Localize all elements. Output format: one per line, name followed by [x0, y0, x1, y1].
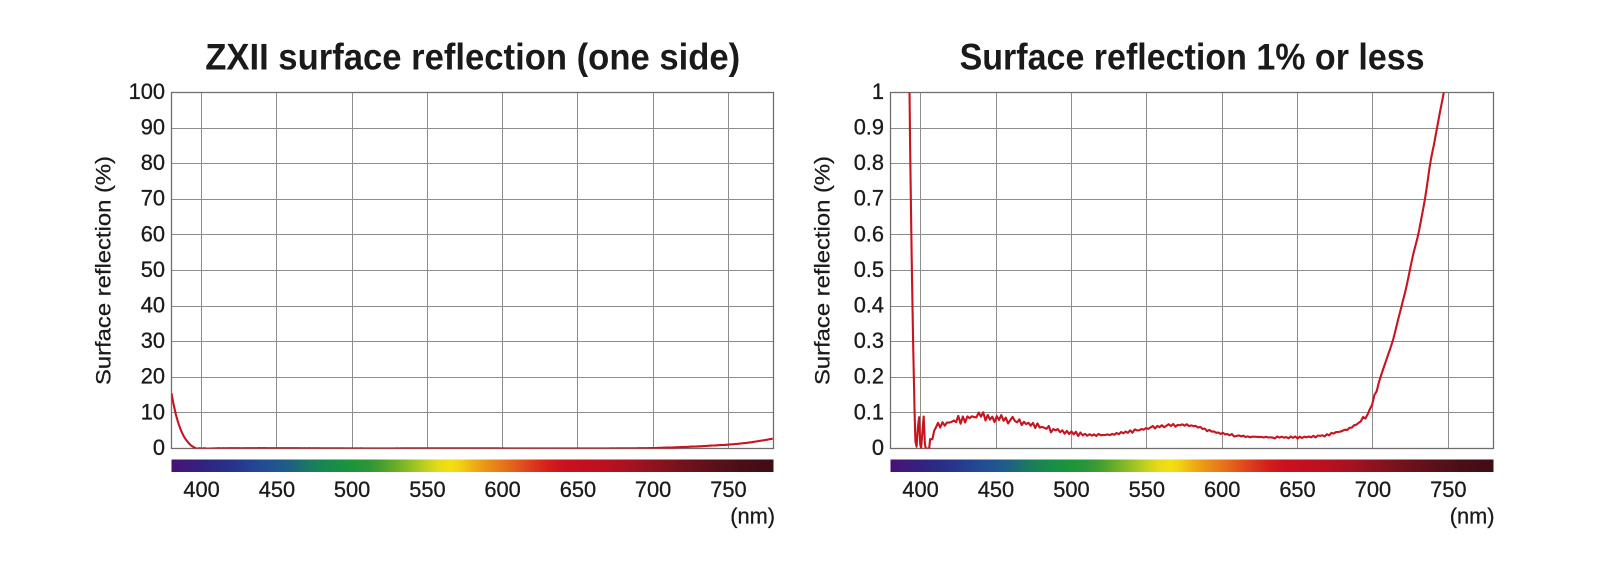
svg-text:0: 0	[872, 435, 884, 460]
svg-text:750: 750	[1430, 477, 1466, 502]
svg-text:0.7: 0.7	[854, 186, 884, 211]
svg-text:100: 100	[129, 79, 165, 104]
svg-text:60: 60	[141, 221, 165, 246]
svg-text:550: 550	[1129, 477, 1165, 502]
svg-text:700: 700	[1355, 477, 1391, 502]
svg-text:90: 90	[141, 115, 165, 140]
svg-text:400: 400	[902, 477, 938, 502]
svg-text:Surface reflection 1% or less: Surface reflection 1% or less	[960, 37, 1425, 78]
svg-text:50: 50	[141, 257, 165, 282]
svg-text:0.5: 0.5	[854, 257, 884, 282]
svg-text:0.3: 0.3	[854, 328, 884, 353]
svg-text:600: 600	[1204, 477, 1240, 502]
svg-text:600: 600	[484, 477, 520, 502]
svg-text:10: 10	[141, 399, 165, 424]
svg-text:70: 70	[141, 186, 165, 211]
svg-text:0.8: 0.8	[854, 150, 884, 175]
svg-text:650: 650	[1279, 477, 1315, 502]
svg-text:550: 550	[409, 477, 445, 502]
svg-text:450: 450	[259, 477, 295, 502]
svg-text:400: 400	[183, 477, 219, 502]
svg-text:700: 700	[635, 477, 671, 502]
svg-text:(nm): (nm)	[730, 504, 775, 529]
svg-text:500: 500	[334, 477, 370, 502]
svg-text:0.6: 0.6	[854, 221, 884, 246]
svg-text:650: 650	[560, 477, 596, 502]
svg-text:40: 40	[141, 293, 165, 318]
svg-text:750: 750	[710, 477, 746, 502]
svg-text:1: 1	[872, 79, 884, 104]
svg-text:(nm): (nm)	[1450, 504, 1495, 529]
svg-text:30: 30	[141, 328, 165, 353]
svg-text:20: 20	[141, 364, 165, 389]
svg-text:Surface reflection (%): Surface reflection (%)	[812, 156, 835, 385]
svg-text:0.4: 0.4	[854, 293, 884, 318]
svg-text:Surface reflection (%): Surface reflection (%)	[93, 156, 116, 385]
svg-text:0: 0	[153, 435, 165, 460]
svg-text:0.9: 0.9	[854, 115, 884, 140]
svg-text:450: 450	[978, 477, 1014, 502]
svg-text:0.2: 0.2	[854, 364, 884, 389]
svg-text:80: 80	[141, 150, 165, 175]
svg-text:ZXII surface reflection (one s: ZXII surface reflection (one side)	[205, 37, 740, 78]
svg-text:0.1: 0.1	[854, 399, 884, 424]
svg-text:500: 500	[1053, 477, 1089, 502]
